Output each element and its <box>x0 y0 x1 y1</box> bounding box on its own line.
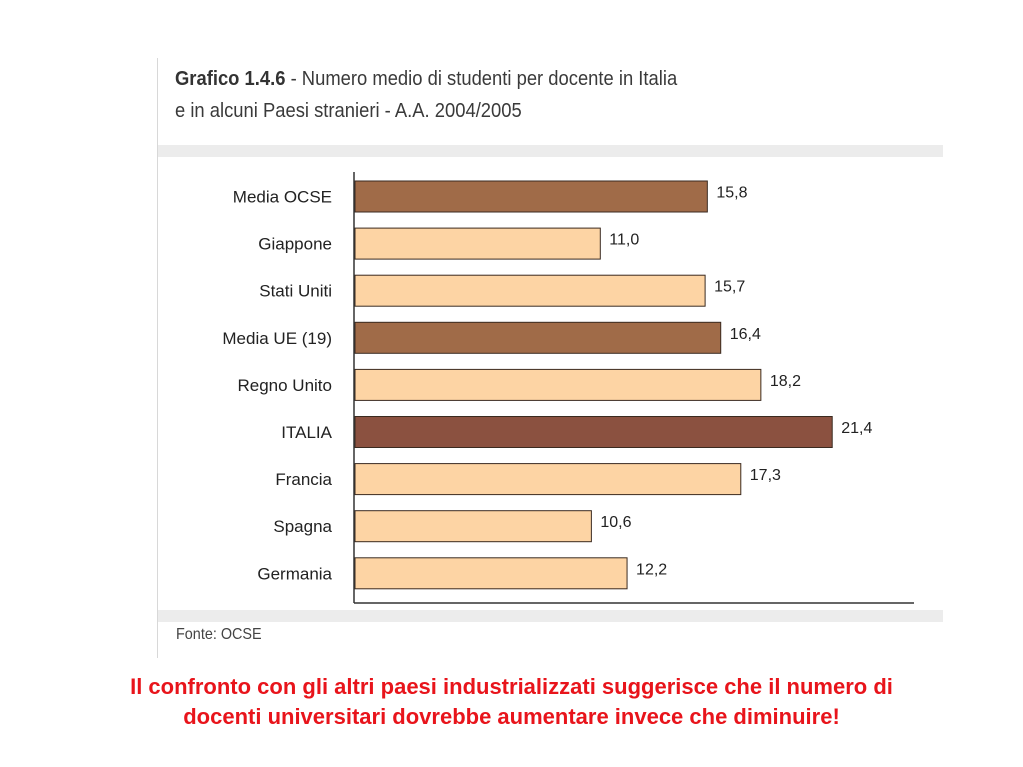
source-note: Fonte: OCSE <box>176 626 262 643</box>
bar-5 <box>354 416 833 448</box>
category-label-6: Francia <box>275 470 332 489</box>
category-label-8: Germania <box>257 564 332 583</box>
chart-title-text: - Numero medio di studenti per docente i… <box>285 68 678 90</box>
caption: Il confronto con gli altri paesi industr… <box>0 672 1023 732</box>
bar-8 <box>354 557 628 590</box>
bar-7 <box>354 510 592 543</box>
bar-0 <box>354 180 708 213</box>
chart-title-number: Grafico 1.4.6 <box>175 68 286 90</box>
value-label-0: 15,8 <box>716 185 747 202</box>
chart-title-line2: e in alcuni Paesi stranieri - A.A. 2004/… <box>175 100 522 122</box>
caption-line-1: Il confronto con gli altri paesi industr… <box>130 674 893 699</box>
category-label-5: ITALIA <box>281 423 332 442</box>
value-label-3: 16,4 <box>730 326 761 343</box>
category-label-3: Media UE (19) <box>222 329 332 348</box>
footer-band <box>158 610 943 622</box>
category-label-7: Spagna <box>273 517 332 536</box>
category-label-2: Stati Uniti <box>259 282 332 301</box>
bar-3 <box>354 321 722 354</box>
category-label-1: Giappone <box>258 235 332 254</box>
value-label-1: 11,0 <box>609 232 639 249</box>
value-label-8: 12,2 <box>636 561 667 578</box>
bar-4 <box>354 368 762 401</box>
value-label-4: 18,2 <box>770 373 801 390</box>
bar-2 <box>354 274 706 307</box>
bar-6 <box>354 463 742 496</box>
chart-title: Grafico 1.4.6 - Numero medio di studenti… <box>175 63 819 127</box>
value-label-7: 10,6 <box>600 514 631 531</box>
caption-line-2: docenti universitari dovrebbe aumentare … <box>183 704 840 729</box>
bars-layer: Media OCSE 15,8 Giappone 11,0 Stati Uniti 15,… <box>222 180 872 590</box>
chart-panel <box>157 58 944 658</box>
value-label-2: 15,7 <box>714 279 745 296</box>
category-label-0: Media OCSE <box>233 188 332 207</box>
header-band <box>158 145 943 157</box>
category-label-4: Regno Unito <box>237 376 332 395</box>
value-label-6: 17,3 <box>750 467 781 484</box>
bar-1 <box>354 227 601 260</box>
value-label-5: 21,4 <box>841 420 872 437</box>
